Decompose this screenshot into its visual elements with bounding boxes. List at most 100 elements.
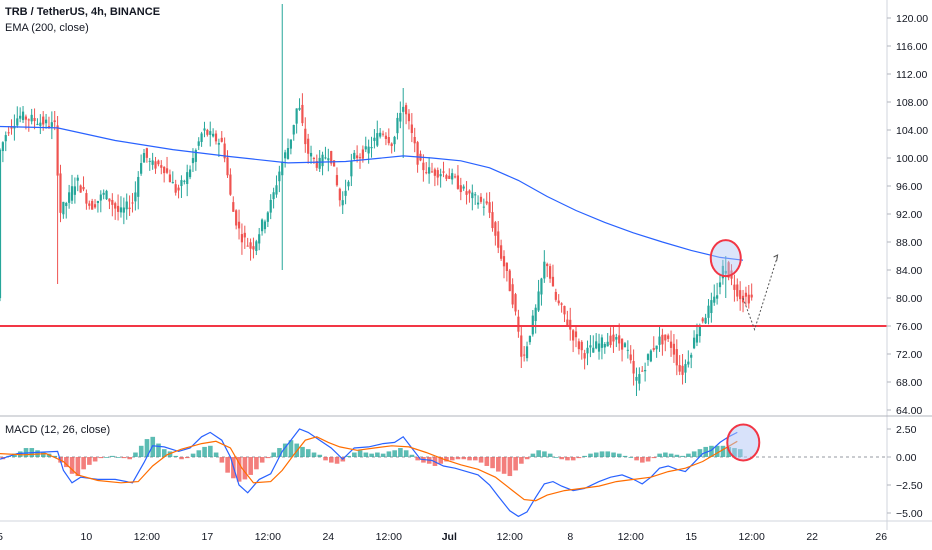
price-tick-label: 84.00 <box>896 265 922 277</box>
time-tick-label: 24 <box>322 531 334 543</box>
macd-histogram-bar <box>138 445 144 457</box>
candle-body <box>517 316 520 332</box>
macd-histogram-bar <box>305 449 311 457</box>
candle-body <box>609 335 612 346</box>
candle-body <box>350 161 353 177</box>
candle-body <box>548 266 552 279</box>
macd-histogram-bar <box>680 455 685 457</box>
candle-body <box>402 106 405 112</box>
candle-body <box>672 343 676 355</box>
macd-histogram-bar <box>409 454 415 457</box>
macd-histogram-bar <box>501 457 507 474</box>
candle-body <box>744 292 748 297</box>
candle-body <box>125 201 128 210</box>
candle-body <box>623 343 627 348</box>
candle-body <box>528 335 532 343</box>
candle-body <box>232 202 235 212</box>
candle-body <box>713 296 716 303</box>
candle-body <box>367 146 370 154</box>
candle-body <box>704 317 707 324</box>
macd-histogram-bar <box>582 455 588 457</box>
candle-body <box>177 187 180 191</box>
macd-histogram-bar <box>611 452 616 457</box>
candle-body <box>266 212 269 222</box>
macd-histogram-bar <box>87 457 92 465</box>
candle-body <box>332 160 336 167</box>
candle-body <box>520 335 523 357</box>
macd-tick-label: −2.50 <box>896 480 923 492</box>
candle-body <box>203 128 206 131</box>
candle-body <box>393 136 396 145</box>
macd-histogram-bar <box>455 457 461 460</box>
macd-histogram-bar <box>115 457 121 458</box>
macd-histogram-bar <box>392 450 397 457</box>
candle-body <box>341 200 344 206</box>
candle-body <box>580 341 583 351</box>
macd-histogram-bar <box>161 449 167 457</box>
candle-body <box>390 143 393 147</box>
candle-body <box>272 192 275 200</box>
macd-histogram-bar <box>179 457 184 460</box>
candle-body <box>304 128 307 145</box>
candle-body <box>727 262 730 278</box>
time-tick-label: 12:00 <box>376 531 402 543</box>
candle-body <box>16 118 19 126</box>
candle-body <box>644 369 647 372</box>
candle-body <box>428 167 431 174</box>
macd-histogram-bar <box>69 457 75 474</box>
macd-histogram-bar <box>52 455 58 457</box>
candle-body <box>497 231 500 248</box>
candle-body <box>592 347 595 353</box>
price-tick-label: 80.00 <box>896 293 922 305</box>
macd-histogram-bar <box>593 452 599 457</box>
candle-body <box>93 204 97 208</box>
macd-line <box>0 428 738 518</box>
candle-body <box>652 348 655 350</box>
candle-body <box>678 365 681 372</box>
candle-body <box>687 361 690 365</box>
candle-body <box>237 221 241 229</box>
candle-body <box>62 201 65 215</box>
candle-body <box>416 142 419 165</box>
price-pane[interactable] <box>0 4 887 396</box>
candle-body <box>695 334 699 343</box>
candle-body <box>629 354 632 361</box>
macd-pane[interactable] <box>0 423 887 518</box>
macd-tick-label: −5.00 <box>896 508 923 520</box>
candle-body <box>482 206 485 208</box>
candle-body <box>108 198 111 202</box>
candle-body <box>430 171 434 173</box>
candle-body <box>128 207 131 209</box>
candle-body <box>574 331 578 338</box>
macd-histogram-bar <box>542 451 547 457</box>
candle-body <box>718 282 722 288</box>
candle-body <box>589 345 592 348</box>
candle-body <box>485 201 488 204</box>
macd-histogram-bar <box>144 439 150 457</box>
candle-body <box>258 234 261 244</box>
macd-histogram-bar <box>12 453 17 457</box>
macd-histogram-bar <box>363 452 369 457</box>
candle-body <box>514 294 517 312</box>
candle-body <box>557 300 560 304</box>
candle-body <box>376 133 379 146</box>
macd-tick-label: 0.00 <box>896 452 917 464</box>
candle-body <box>525 346 529 359</box>
candle-body <box>586 347 589 354</box>
macd-histogram-bar <box>225 457 230 473</box>
candle-body <box>445 175 448 179</box>
projection-arrow <box>742 255 779 332</box>
candle-body <box>39 122 42 126</box>
candle-body <box>410 124 413 134</box>
candle-body <box>19 115 22 119</box>
candle-body <box>356 155 359 159</box>
macd-histogram-bar <box>415 457 420 461</box>
candle-body <box>505 262 508 271</box>
candle-body <box>724 270 727 274</box>
candle-body <box>655 345 658 350</box>
price-tick-label: 72.00 <box>896 349 922 361</box>
candle-body <box>618 335 621 344</box>
candle-body <box>85 193 88 204</box>
candle-body <box>324 157 327 159</box>
